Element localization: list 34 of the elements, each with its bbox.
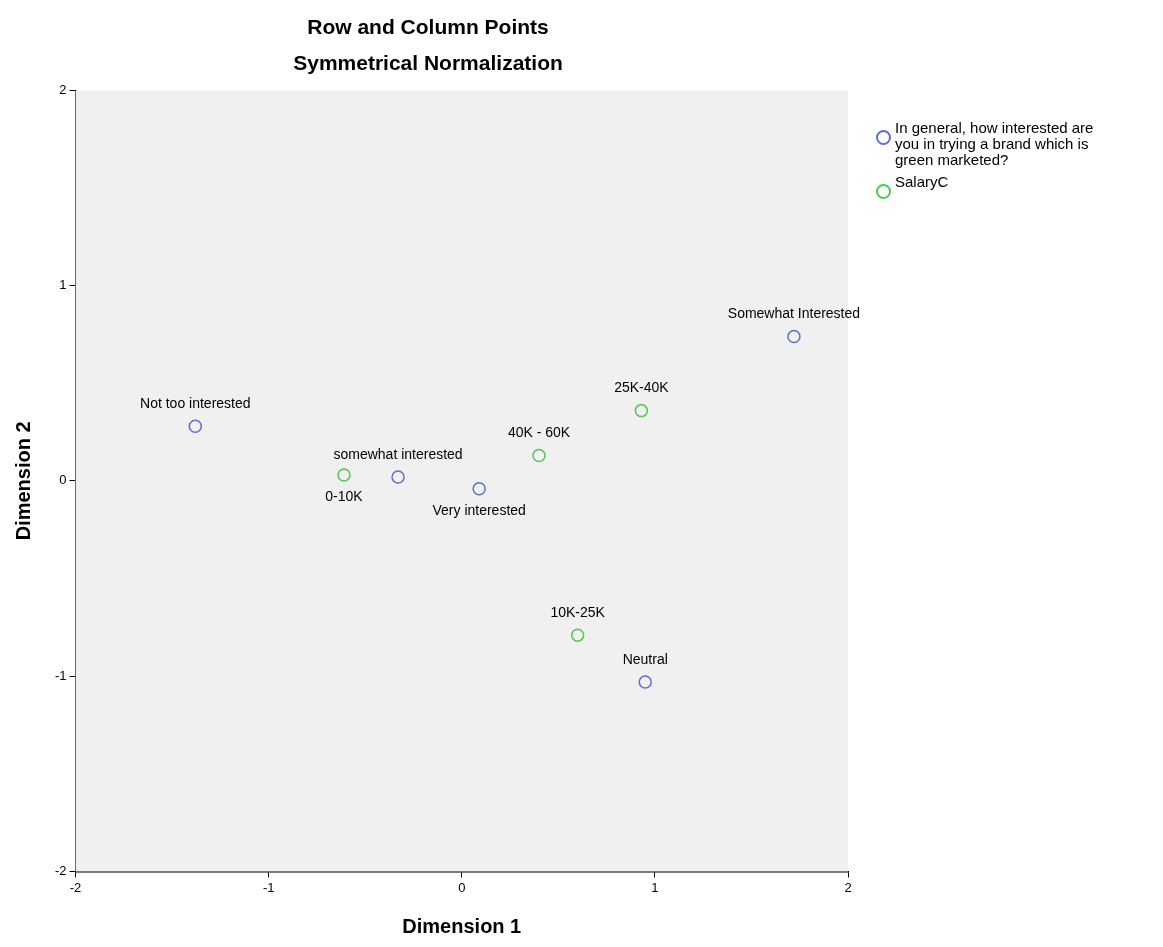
x-tick-label: 2: [844, 879, 852, 895]
x-tick-label: 0: [458, 879, 466, 895]
data-label: 40K - 60K: [507, 424, 571, 441]
chart-title: Row and Column Points: [307, 15, 549, 39]
y-tick-label: -1: [55, 667, 67, 683]
point: [638, 675, 652, 689]
data-label: 25K-40K: [614, 379, 670, 396]
data-label: 10K-25K: [550, 604, 606, 621]
legend-label: SalaryC: [895, 173, 950, 190]
x-axis-title: Dimension 1: [402, 914, 522, 937]
y-tick-label: 1: [59, 277, 67, 293]
data-label: Somewhat Interested: [727, 305, 861, 322]
data-label: Neutral: [622, 650, 668, 667]
point: [787, 329, 801, 344]
point: [391, 470, 405, 484]
point: [188, 419, 203, 433]
x-tick-label: 1: [651, 879, 659, 895]
data-label: somewhat interested: [333, 445, 463, 462]
point: [532, 448, 546, 463]
data-label: Very interested: [432, 501, 526, 518]
y-tick-label: 2: [59, 81, 67, 97]
point: [570, 628, 585, 642]
data-label: 0-10K: [325, 487, 364, 504]
data-label: Not too interested: [140, 395, 251, 412]
x-tick-label: -1: [262, 879, 275, 895]
legend-label: In general, how interested are you in trying a brand which is green marketed?: [895, 119, 1095, 168]
point: [634, 403, 649, 418]
y-tick-label: 0: [59, 472, 67, 488]
point: [472, 481, 486, 496]
x-tick-label: -2: [69, 879, 82, 895]
y-axis-title: Dimension 2: [11, 421, 34, 541]
point: [337, 468, 351, 482]
chart-subtitle: Symmetrical Normalization: [293, 50, 563, 74]
y-tick-label: -2: [55, 862, 67, 878]
